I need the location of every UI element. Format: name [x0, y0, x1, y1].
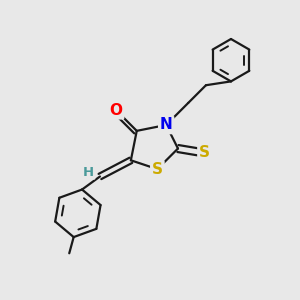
Text: O: O	[110, 103, 123, 118]
Text: S: S	[152, 162, 163, 177]
Text: N: N	[160, 118, 172, 133]
Text: S: S	[199, 146, 210, 160]
Text: H: H	[83, 166, 94, 178]
